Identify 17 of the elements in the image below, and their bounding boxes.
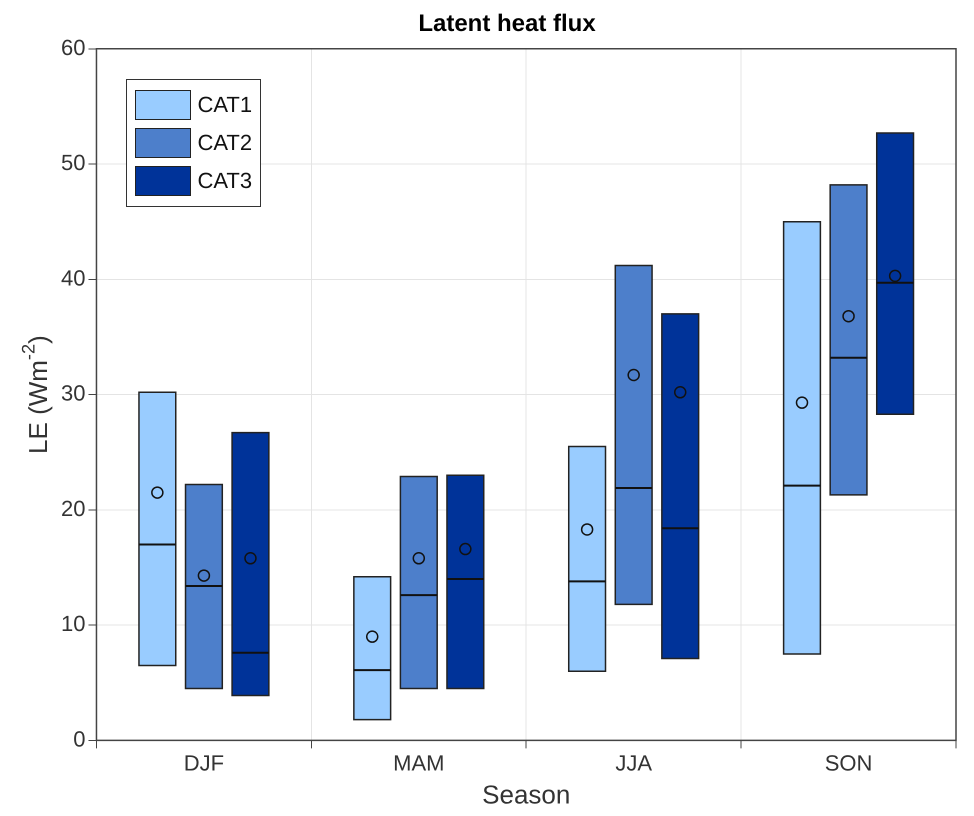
chart-title: Latent heat flux bbox=[418, 10, 596, 38]
y-axis-title: LE (Wm-2) bbox=[18, 335, 54, 454]
legend-label: CAT2 bbox=[197, 130, 252, 156]
y-tick-label: 10 bbox=[60, 611, 86, 636]
y-tick-label: 30 bbox=[60, 380, 86, 406]
x-tick-label: MAM bbox=[393, 750, 444, 776]
x-axis-title: Season bbox=[482, 780, 570, 810]
x-tick-label: JJA bbox=[615, 750, 652, 776]
legend-label: CAT1 bbox=[197, 92, 252, 118]
y-tick-label: 60 bbox=[60, 34, 86, 60]
y-tick-label: 50 bbox=[60, 150, 86, 176]
y-tick-label: 20 bbox=[60, 496, 86, 521]
y-tick-label: 0 bbox=[73, 726, 86, 752]
x-tick-label: SON bbox=[824, 750, 872, 776]
legend-label: CAT3 bbox=[197, 168, 252, 194]
y-tick-label: 40 bbox=[60, 265, 86, 290]
x-tick-label: DJF bbox=[184, 750, 224, 776]
